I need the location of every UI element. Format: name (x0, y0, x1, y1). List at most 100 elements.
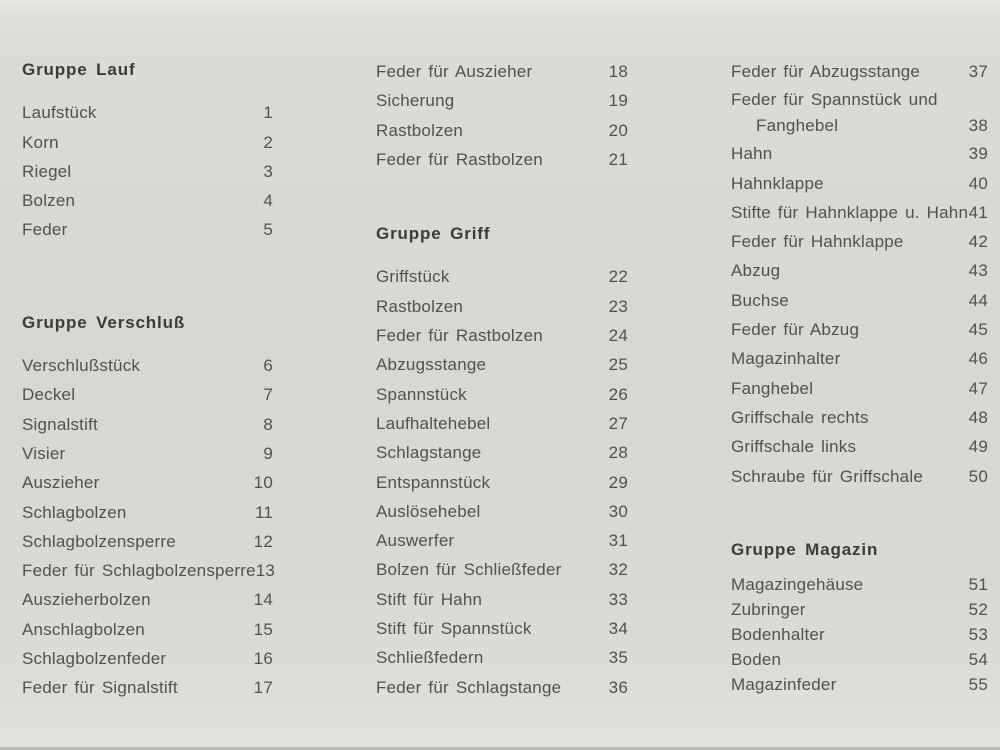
part-label: Entspannstück (376, 472, 491, 492)
part-label: Buchse (731, 290, 789, 310)
part-number: 8 (263, 414, 273, 434)
part-row: Abzug 43 (731, 256, 988, 285)
part-label: Signalstift (22, 414, 98, 434)
part-label: Feder für Schlagbolzensperre (22, 561, 256, 581)
part-number: 15 (253, 619, 273, 639)
part-number: 49 (968, 437, 988, 457)
part-number: 33 (608, 589, 628, 609)
part-row: Bolzen für Schließfeder 32 (376, 555, 628, 584)
part-label: Laufhaltehebel (376, 413, 491, 433)
part-row: Stift für Spannstück 34 (376, 614, 628, 643)
part-label: Auswerfer (376, 531, 455, 551)
part-label: Rastbolzen (376, 120, 464, 140)
part-row: Feder für Abzugsstange 37 (731, 57, 988, 86)
part-label: Griffschale links (731, 437, 857, 457)
parts-column-1: Gruppe Lauf Laufstück 1 Korn 2 Riegel 3 … (22, 55, 275, 703)
part-label: Abzug (731, 261, 781, 281)
part-number: 51 (968, 575, 988, 595)
part-label: Feder für Schlagstange (376, 677, 562, 697)
part-row: Deckel 7 (22, 380, 273, 409)
part-number: 40 (968, 173, 988, 193)
part-label: Magazingehäuse (731, 575, 864, 595)
part-row: Fanghebel 47 (731, 374, 988, 403)
part-row: Magazingehäuse 51 (731, 572, 988, 597)
group-heading-row: Gruppe Magazin (731, 535, 988, 564)
parts-column-3: Feder für Abzugsstange 37 Feder für Span… (731, 57, 988, 697)
part-row: Schlagbolzensperre 12 (22, 527, 273, 556)
part-row: Riegel 3 (22, 157, 273, 186)
part-label: Griffstück (376, 267, 450, 287)
part-label: Feder für Rastbolzen (376, 326, 543, 346)
part-number: 12 (253, 531, 273, 551)
part-row: Bodenhalter 53 (731, 622, 988, 647)
part-number: 44 (968, 290, 988, 310)
part-row: Feder für Auszieher 18 (376, 57, 628, 86)
part-row: Korn 2 (22, 128, 273, 157)
part-label: Stift für Hahn (376, 589, 483, 609)
part-label: Magazinhalter (731, 349, 841, 369)
part-number: 36 (608, 677, 628, 697)
part-number: 7 (263, 385, 273, 405)
part-label: Auszieher (22, 473, 100, 493)
part-row: Auszieher 10 (22, 468, 273, 497)
part-row: Feder für Spannstück und (731, 86, 988, 113)
part-label: Bolzen für Schließfeder (376, 560, 562, 580)
part-label: Korn (22, 132, 59, 152)
part-label: Anschlagbolzen (22, 619, 145, 639)
part-label: Feder für Signalstift (22, 678, 178, 698)
part-label: Griffschale rechts (731, 407, 869, 427)
part-row: Auswerfer 31 (376, 526, 628, 555)
part-row: Stifte für Hahnklappe u. Hahn 41 (731, 198, 988, 227)
part-row: Schließfedern 35 (376, 643, 628, 672)
part-number: 23 (608, 296, 628, 316)
part-number: 42 (968, 232, 988, 252)
part-label: Feder für Spannstück und (731, 90, 938, 110)
part-number: 55 (968, 675, 988, 695)
part-row: Fanghebel 38 (731, 113, 988, 139)
part-number: 6 (263, 356, 273, 376)
part-row: Rastbolzen 23 (376, 292, 628, 321)
part-row: Laufstück 1 (22, 98, 273, 127)
part-label: Schlagbolzensperre (22, 531, 176, 551)
group-heading: Gruppe Verschluß (22, 312, 186, 332)
part-label: Rastbolzen (376, 296, 464, 316)
part-row: Feder für Rastbolzen 21 (376, 145, 628, 174)
part-label: Auslösehebel (376, 501, 481, 521)
part-label: Boden (731, 650, 782, 670)
group-heading-row: Gruppe Verschluß (22, 308, 273, 337)
part-number: 24 (608, 326, 628, 346)
part-number: 52 (968, 600, 988, 620)
part-number: 14 (253, 590, 273, 610)
part-row: Sicherung 19 (376, 86, 628, 115)
part-number: 4 (263, 191, 273, 211)
part-row: Magazinhalter 46 (731, 344, 988, 373)
part-number: 38 (968, 116, 988, 136)
part-number: 39 (968, 144, 988, 164)
part-row: Griffschale links 49 (731, 432, 988, 461)
part-label: Feder für Abzug (731, 320, 860, 340)
part-row: Laufhaltehebel 27 (376, 409, 628, 438)
group-heading: Gruppe Griff (376, 224, 491, 244)
part-number: 9 (263, 443, 273, 463)
part-number: 31 (608, 531, 628, 551)
part-label: Visier (22, 443, 66, 463)
part-row: Auslösehebel 30 (376, 497, 628, 526)
part-row: Buchse 44 (731, 286, 988, 315)
part-row: Bolzen 4 (22, 186, 273, 215)
part-number: 29 (608, 472, 628, 492)
part-row: Boden 54 (731, 647, 988, 672)
part-label: Feder für Rastbolzen (376, 149, 543, 169)
part-row: Schlagbolzenfeder 16 (22, 644, 273, 673)
part-row: Stift für Hahn 33 (376, 585, 628, 614)
part-row: Visier 9 (22, 439, 273, 468)
group-heading-row: Gruppe Lauf (22, 55, 273, 84)
part-number: 21 (608, 149, 628, 169)
part-row: Feder für Hahnklappe 42 (731, 227, 988, 256)
part-row: Hahnklappe 40 (731, 169, 988, 198)
part-number: 5 (263, 220, 273, 240)
part-label: Hahnklappe (731, 173, 824, 193)
part-row: Feder für Schlagstange 36 (376, 673, 628, 702)
part-row: Rastbolzen 20 (376, 116, 628, 145)
part-label: Fanghebel (756, 116, 839, 136)
part-row: Hahn 39 (731, 139, 988, 168)
